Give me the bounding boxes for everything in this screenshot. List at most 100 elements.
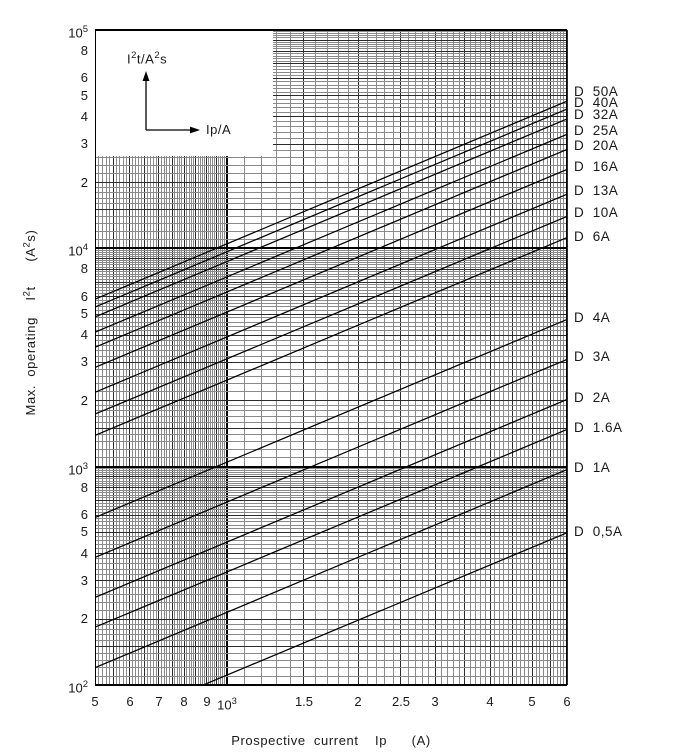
grid-line-h [95,421,567,423]
grid-line-v [566,30,568,685]
series-label: D 50A [574,84,619,99]
series-line [95,100,567,300]
series-line [95,168,567,368]
grid-line-h [95,355,567,357]
grid-line-v [375,30,377,685]
grid-line-v [244,30,246,685]
grid-line-v [452,30,454,685]
grid-line-v [260,30,262,685]
grid-line-h [95,468,567,470]
grid-line-v [216,30,218,685]
y-tick-label: 6 [80,70,88,85]
series-line [95,318,567,519]
y-tick-label: 8 [80,261,88,276]
grid-line-h [95,116,567,118]
plot-area: I2t/A2s Ip/A [94,29,568,686]
grid-line-h [95,131,567,133]
x-tick-label: 4 [486,694,494,709]
grid-line-h [95,410,567,412]
grid-line-v [141,30,143,685]
grid-line-h [95,35,567,37]
grid-line-h [95,126,567,128]
series-line [95,118,567,318]
grid-line-v [225,30,228,685]
grid-line-h [95,457,567,459]
grid-line-v [290,30,292,685]
x-tick-label: 5 [528,694,536,709]
grid-line-h [95,321,567,323]
grid-line-v [101,30,103,685]
grid-line-h [95,157,567,159]
grid-line-h [95,474,567,476]
grid-line-v [524,30,526,685]
grid-line-h [95,400,567,402]
grid-line-v [546,30,548,685]
grid-line-v [357,30,359,685]
grid-line-v [144,30,146,685]
grid-line-h [95,618,567,620]
grid-line-h [95,309,567,311]
series-line [95,148,567,348]
grid-line-h [95,684,567,686]
grid-line-v [161,30,163,685]
grid-line-v [218,30,220,685]
grid-line-h [95,524,567,526]
grid-line-h [95,299,567,301]
grid-line-h [95,273,567,275]
grid-line-h [95,37,567,39]
x-tick-label: 2 [354,694,362,709]
grid-line-h [95,539,567,541]
grid-line-h [95,253,567,255]
grid-line-h [95,55,567,57]
grid-line-h [95,255,567,257]
grid-line-h [95,675,567,677]
grid-line-v [556,30,558,685]
grid-line-h [95,434,567,436]
grid-line-h [95,63,567,65]
grid-line-v [531,30,533,685]
grid-line-v [109,30,111,685]
grid-line-v [276,30,277,685]
grid-line-h [95,470,567,471]
grid-line-h [95,628,567,630]
grid-line-h [95,485,567,486]
series-label: D 1.6A [574,420,623,435]
grid-line-h [95,334,567,336]
grid-line-v [563,30,565,685]
grid-line-h [95,383,567,385]
grid-line-v [464,30,466,685]
grid-line-h [95,405,567,407]
x-tick-label: 1.5 [294,694,314,709]
series-line [95,215,567,415]
grid-line-h [95,68,567,70]
grid-line-v [337,30,339,685]
grid-line-h [95,478,567,480]
grid-line-h [95,368,567,370]
grid-line-v [428,30,430,685]
y-axis-title: Max. operating I2t (A2s) [21,229,38,416]
y-tick-label: 8 [80,480,88,495]
grid-line-v [116,30,117,685]
grid-line-h [95,553,567,555]
grid-layer [94,29,568,686]
y-tick-label: 2 [80,611,88,626]
grid-line-h [95,482,567,484]
grid-line-v [414,30,416,685]
grid-line-h [95,111,567,113]
x-axis-title: Prospective current Ip (A) [231,733,431,748]
grid-line-v [214,30,216,685]
x-tick-label: 8 [180,694,188,709]
grid-line-h [95,306,567,308]
grid-line-v [125,30,127,685]
inset-legend: I2t/A2s Ip/A [95,30,273,156]
grid-line-h [95,667,567,669]
grid-line-v [155,30,157,685]
grid-line-h [95,514,567,516]
grid-line-h [95,279,567,280]
grid-line-h [95,266,567,268]
grid-line-v [407,30,409,685]
grid-line-h [95,284,567,286]
grid-line-h [95,646,567,648]
grid-line-h [95,535,567,537]
x-tick-label: 2.5 [391,694,411,709]
